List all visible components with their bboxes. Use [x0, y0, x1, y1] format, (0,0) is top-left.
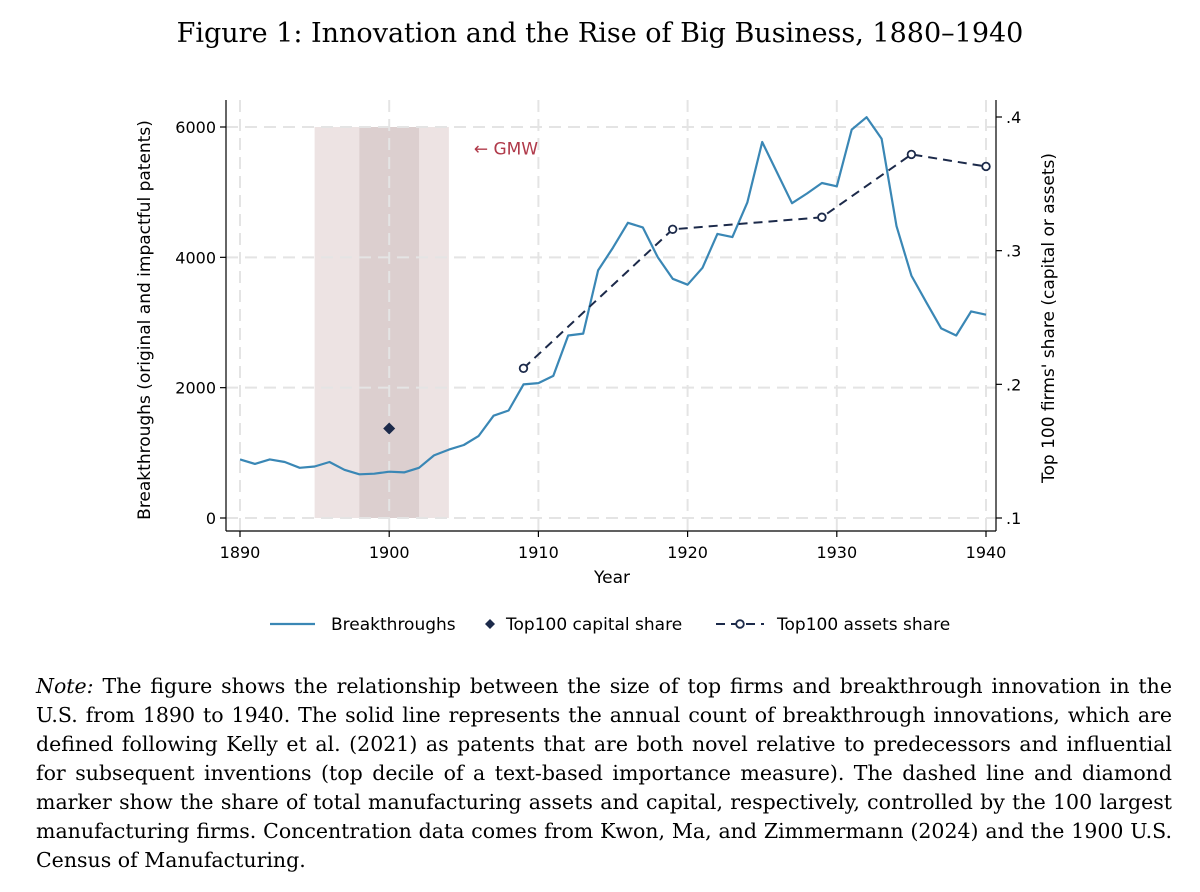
x-axis-title: Year	[593, 568, 630, 588]
top100-assets-share-point-1929	[817, 212, 827, 222]
top100-capital-share-marker-1900	[383, 422, 396, 435]
note-label: Note:	[36, 674, 94, 698]
y2-tick-label-0.2: .2	[1006, 375, 1021, 394]
legend-swatch-assets-share-marker	[735, 619, 745, 629]
y2-tick-label-0.1: .1	[1006, 509, 1021, 528]
top100-assets-share-line	[522, 153, 987, 370]
legend-label-breakthroughs: Breakthroughs	[331, 615, 456, 635]
y2-axis-title: Top 100 firms' share (capital or assets)	[1039, 153, 1059, 484]
top100-assets-share-point-1909	[518, 363, 529, 373]
top100-assets-share-point-1919	[667, 224, 678, 234]
breakthroughs-line	[239, 116, 987, 476]
legend-swatch-capital-share	[485, 619, 495, 629]
x-tick-label-1920: 1920	[667, 543, 708, 562]
x-tick-label-1910: 1910	[518, 543, 559, 562]
gmw-annotation: ← GMW	[474, 140, 538, 160]
y-tick-label-2000: 2000	[175, 379, 216, 398]
shaded-regions	[314, 127, 449, 518]
x-tick-label-1930: 1930	[816, 543, 857, 562]
y-axis-title: Breakthroughs (original and impactful pa…	[135, 120, 155, 520]
figure-note: Note: The figure shows the relationship …	[36, 672, 1172, 875]
chart-legend: Breakthroughs Top100 capital share Top100 …	[270, 615, 950, 635]
chart-axes: 0 2000 4000 6000 .1 .2 .3 .4 1890 1900 1910 1920 193…	[135, 100, 1059, 588]
y-tick-label-4000: 4000	[175, 248, 216, 267]
x-tick-label-1890: 1890	[220, 543, 261, 562]
chart-svg: 0 2000 4000 6000 .1 .2 .3 .4 1890 1900 1910 1920 193…	[135, 100, 1059, 635]
x-tick-label-1900: 1900	[369, 543, 410, 562]
note-text: The figure shows the relationship betwee…	[36, 674, 1172, 872]
top100-assets-share-point-1940	[981, 161, 991, 172]
y-tick-label-6000: 6000	[175, 118, 216, 137]
chart-annotations: ← GMW	[474, 140, 538, 160]
figure-title: Figure 1: Innovation and the Rise of Big…	[176, 18, 1024, 49]
chart-series	[239, 116, 991, 476]
grid-lines	[226, 100, 996, 531]
y2-tick-label-0.4: .4	[1006, 108, 1021, 127]
y2-tick-label-0.3: .3	[1006, 242, 1021, 261]
legend-label-capital-share: Top100 capital share	[505, 615, 682, 635]
legend-label-assets-share: Top100 assets share	[776, 615, 950, 635]
top100-assets-share-point-1935	[906, 149, 917, 160]
y-tick-label-0: 0	[206, 509, 216, 528]
x-tick-label-1940: 1940	[966, 543, 1007, 562]
